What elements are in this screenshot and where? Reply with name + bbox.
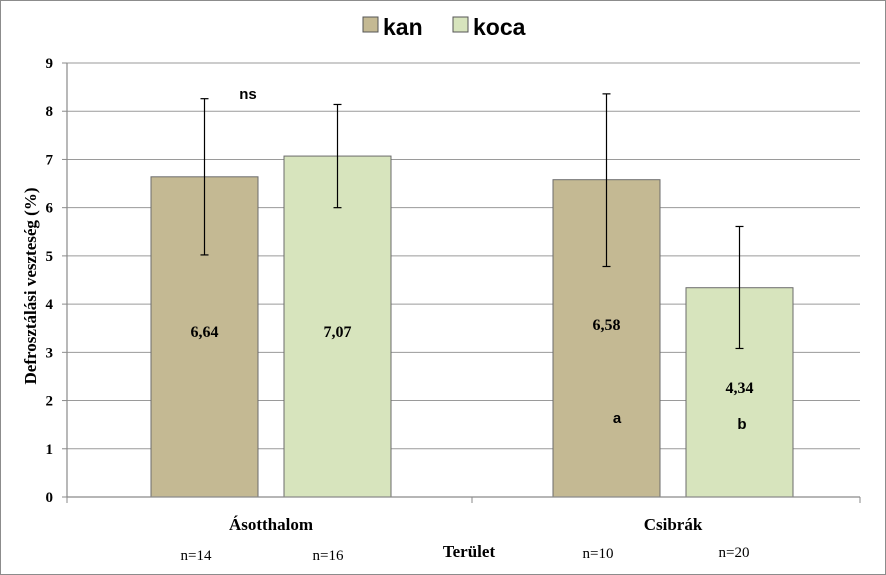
y-tick-label: 3	[46, 345, 54, 361]
sample-size-asotthalom-koca: n=16	[313, 548, 344, 564]
value-labels: 6,64 6,58 7,07 4,34	[191, 317, 754, 397]
error-bars	[200, 93, 744, 350]
data-label-koca-0: 7,07	[324, 324, 352, 341]
y-tick-label: 4	[46, 297, 54, 313]
legend: kan koca	[362, 14, 526, 40]
data-label-koca-1: 4,34	[726, 380, 754, 397]
x-axis-label: Terület	[443, 542, 496, 561]
legend-label-koca: koca	[473, 14, 526, 40]
y-tick-label: 5	[46, 249, 54, 265]
legend-swatch-koca	[452, 16, 469, 33]
y-axis-label: Defrosztálási veszteség (%)	[21, 187, 40, 384]
y-tick-label: 9	[46, 56, 54, 72]
axes	[66, 63, 861, 503]
significance-b: b	[737, 416, 746, 433]
data-label-kan-0: 6,64	[191, 324, 219, 341]
sample-size-csibrak-koca: n=20	[719, 545, 750, 561]
y-tick-label: 7	[46, 152, 54, 168]
legend-label-kan: kan	[383, 14, 423, 40]
y-tick-label: 1	[46, 442, 54, 458]
category-label-csibrak: Csibrák	[644, 515, 703, 534]
y-tick-label: 2	[46, 394, 54, 410]
y-tick-label: 8	[46, 104, 54, 120]
data-label-kan-1: 6,58	[593, 317, 621, 334]
significance-ns: ns	[239, 86, 257, 103]
y-axis-ticks: 0 1 2 3 4 5 6 7 8 9	[46, 56, 67, 506]
significance-a: a	[613, 410, 622, 427]
y-tick-label: 6	[46, 201, 54, 217]
sample-size-asotthalom-kan: n=14	[181, 548, 212, 564]
y-tick-label: 0	[46, 490, 54, 506]
legend-swatch-kan	[362, 16, 379, 33]
sample-size-csibrak-kan: n=10	[583, 546, 614, 562]
category-label-asotthalom: Ásotthalom	[229, 515, 313, 534]
bar-koca-0	[283, 155, 392, 498]
